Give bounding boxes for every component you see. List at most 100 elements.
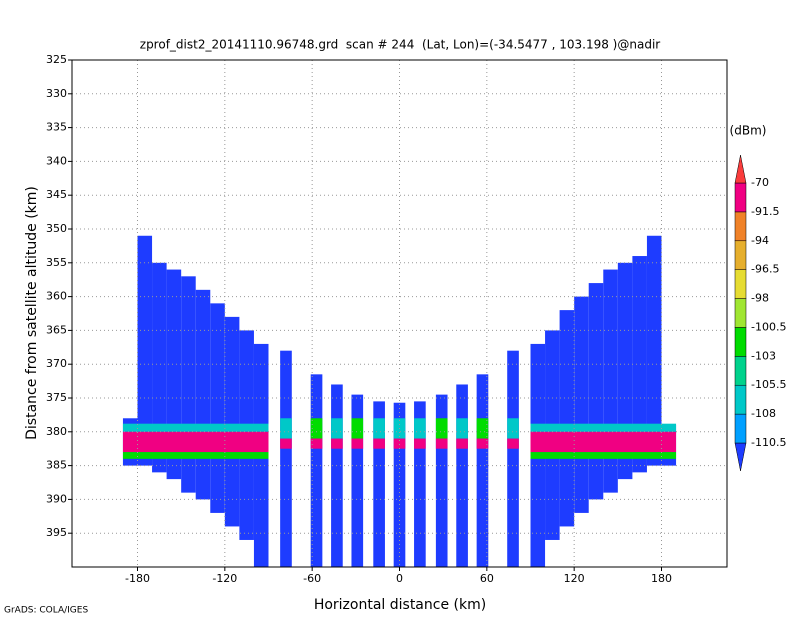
y-tick-label: 340 — [46, 154, 67, 167]
cell — [373, 438, 385, 449]
cell — [122, 452, 269, 459]
cell — [331, 438, 343, 449]
x-tick-label: 60 — [480, 572, 494, 585]
field — [122, 235, 677, 567]
cell — [507, 438, 519, 449]
y-tick-label: 345 — [46, 188, 67, 201]
cell — [559, 310, 575, 527]
cell — [435, 438, 448, 449]
cell — [181, 276, 196, 493]
cell — [476, 438, 489, 449]
cell — [195, 289, 211, 500]
y-tick-label: 330 — [46, 87, 67, 100]
colorbar-label: -91.5 — [751, 205, 779, 218]
footer: GrADS: COLA/IGES — [4, 606, 88, 616]
cell — [122, 431, 269, 453]
cell — [476, 418, 489, 439]
chart-title: zprof_dist2_20141110.96748.grd scan # 24… — [140, 38, 661, 52]
cell — [310, 418, 323, 439]
cell — [280, 438, 292, 449]
cell — [280, 350, 292, 567]
x-axis-label: Horizontal distance (km) — [314, 597, 486, 613]
cell — [351, 418, 364, 439]
cell — [588, 283, 604, 500]
cell — [373, 401, 385, 567]
colorbar-label: -94 — [751, 234, 769, 247]
y-tick-label: 360 — [46, 290, 67, 303]
cell — [456, 418, 468, 439]
cell — [530, 431, 677, 453]
colorbar-segment — [734, 182, 747, 213]
colorbar-label: -96.5 — [751, 263, 779, 276]
y-tick-label: 325 — [46, 53, 67, 66]
cell — [210, 303, 225, 513]
cell — [414, 418, 426, 439]
colorbar-arrow — [734, 442, 747, 472]
cell — [373, 418, 385, 439]
y-tick-label: 350 — [46, 222, 67, 235]
colorbar-label: -110.5 — [751, 436, 786, 449]
x-tick-label: -120 — [212, 572, 237, 585]
y-tick-label: 335 — [46, 121, 67, 134]
cell — [414, 401, 426, 567]
colorbar-segment — [734, 240, 747, 270]
colorbar-label: -98 — [751, 292, 769, 305]
cell — [351, 438, 364, 449]
cell — [280, 418, 292, 439]
colorbar-segment — [734, 327, 747, 357]
colorbar-segment — [734, 269, 747, 299]
cell — [435, 394, 448, 567]
cell — [603, 269, 618, 493]
x-tick-label: 180 — [651, 572, 672, 585]
cell — [646, 235, 662, 466]
colorbar-label: -103 — [751, 349, 776, 362]
colorbar-segment — [734, 384, 747, 415]
y-tick-label: 395 — [46, 526, 67, 539]
cell — [224, 316, 240, 527]
cell — [456, 384, 468, 567]
colorbar-label: -105.5 — [751, 378, 786, 391]
cell — [152, 262, 167, 473]
x-tick-label: -180 — [125, 572, 150, 585]
cell — [122, 423, 269, 432]
y-axis-label: Distance from satellite altitude (km) — [24, 186, 40, 440]
colorbar-arrow — [734, 154, 747, 184]
cell — [393, 438, 406, 449]
cell — [435, 418, 448, 439]
cell — [414, 438, 426, 449]
cell — [310, 438, 323, 449]
plot-frame — [71, 59, 728, 568]
cell — [507, 418, 519, 439]
colorbar-segment — [734, 298, 747, 328]
y-tick-label: 390 — [46, 492, 67, 505]
colorbar-label: -70 — [751, 176, 769, 189]
y-tick-label: 370 — [46, 357, 67, 370]
colorbar-segment — [734, 211, 747, 242]
x-tick-label: 0 — [396, 572, 403, 585]
cell — [530, 423, 677, 432]
cell — [632, 256, 647, 473]
colorbar-segment — [734, 356, 747, 386]
x-tick-label: -60 — [303, 572, 321, 585]
cell — [331, 384, 343, 567]
colorbar-segment — [734, 413, 747, 444]
cell — [351, 394, 364, 567]
cell — [476, 374, 489, 567]
y-tick-label: 380 — [46, 425, 67, 438]
cell — [530, 452, 677, 459]
cell — [137, 235, 153, 466]
cell — [507, 350, 519, 567]
x-tick-label: 120 — [564, 572, 585, 585]
y-tick-label: 355 — [46, 256, 67, 269]
y-tick-label: 365 — [46, 323, 67, 336]
colorbar-label: -108 — [751, 407, 776, 420]
colorbar-label: -100.5 — [751, 320, 786, 333]
cell — [331, 418, 343, 439]
colorbar-label: (dBm) — [730, 124, 767, 138]
cell — [310, 374, 323, 567]
cell — [574, 296, 589, 513]
cell — [456, 438, 468, 449]
y-tick-label: 375 — [46, 391, 67, 404]
y-tick-label: 385 — [46, 459, 67, 472]
